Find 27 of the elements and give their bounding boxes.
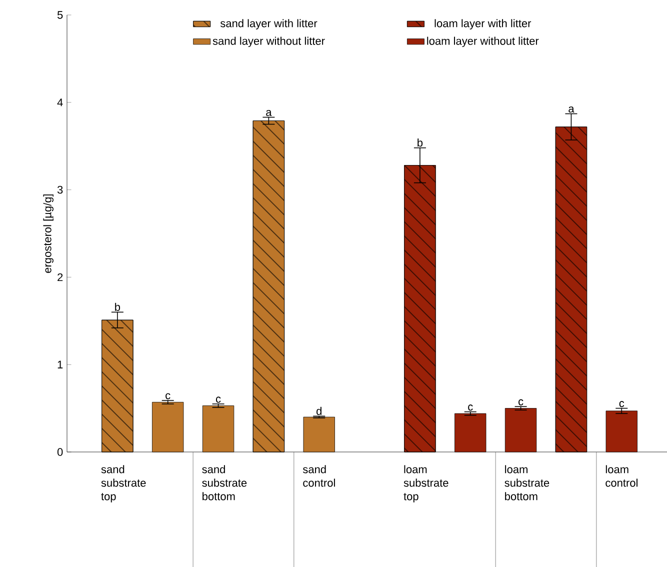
data-label: b [418,138,423,147]
x-tick-label: loam control [606,465,638,487]
x-tick-label: sand substrate top [101,465,146,502]
y-tick-label: 4 [57,98,63,106]
data-label: a [266,110,272,116]
legend-label: loam layer with litter [434,19,532,30]
y-tick-label: 2 [58,273,63,282]
data-label: c [216,396,221,403]
y-tick-label: 0 [57,448,63,456]
y-axis-title: ergosterol [µg/g] [43,194,54,273]
x-tick-label: loam substrate bottom [504,465,550,500]
legend-label: loam layer without litter [427,36,539,48]
x-tick-label: sand control [302,465,335,487]
legend-label: sand layer without litter [212,36,325,48]
x-tick-label: sand substrate bottom [202,465,247,500]
x-tick-label: loam substrate top [404,465,448,502]
data-label: b [115,302,120,311]
data-label: d [316,406,322,415]
data-label: c [166,393,170,400]
y-tick-label: 1 [58,360,63,368]
data-label: a [568,106,574,113]
y-tick-label: 5 [57,11,63,19]
y-tick-label: 3 [57,186,63,194]
legend-label: sand layer with litter [220,19,318,30]
data-label: c [619,401,624,408]
data-label: c [468,404,473,411]
data-label: c [518,399,524,406]
